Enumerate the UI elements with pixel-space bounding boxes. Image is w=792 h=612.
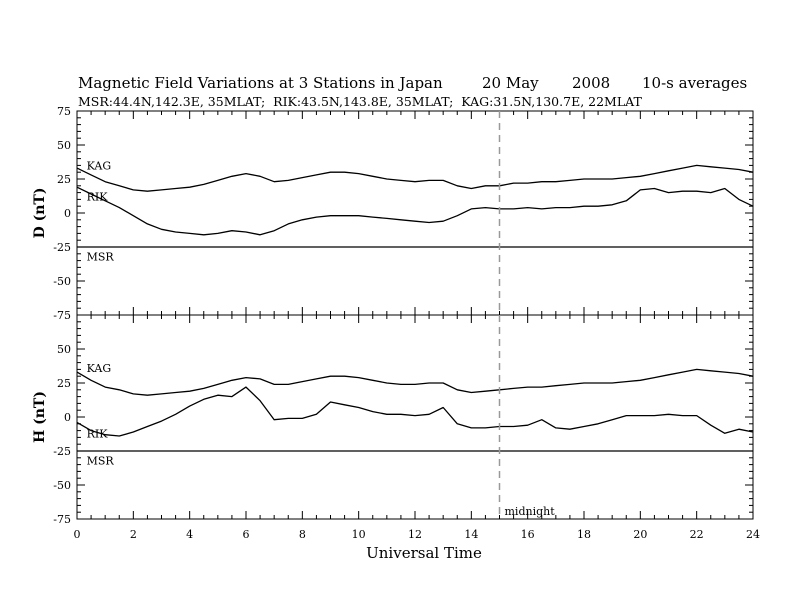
panel-1-ytick-label: 0 [64, 207, 71, 220]
panel-1-ytick-label: 25 [57, 173, 71, 186]
x-tick-label: 16 [521, 528, 535, 541]
panel-2-label-kag: KAG [87, 362, 112, 375]
x-tick-label: 4 [186, 528, 193, 541]
midnight-marker-label: midnight [505, 505, 556, 518]
panel-1-ytick-label: -50 [53, 275, 71, 288]
panel-1-ytick-label: -25 [53, 241, 71, 254]
panel-1-label-msr: MSR [87, 251, 115, 264]
panel-2-y-axis-label: H (nT) [32, 391, 48, 443]
panel-2-label-rik: RIK [87, 427, 109, 440]
x-tick-label: 0 [74, 528, 81, 541]
x-tick-label: 6 [243, 528, 250, 541]
x-tick-label: 14 [464, 528, 478, 541]
panel-2-frame [76, 314, 754, 520]
panel-1-y-axis-label: D (nT) [32, 188, 48, 239]
panel-1-frame [76, 110, 754, 316]
panel-2-ytick-label: -75 [53, 513, 71, 526]
panel-2-ytick-label: 25 [57, 377, 71, 390]
panel-2-series-kag [76, 368, 754, 396]
panel-1-series-kag [76, 164, 754, 192]
x-tick-label: 18 [577, 528, 591, 541]
panel-1-label-rik: RIK [87, 191, 109, 204]
x-tick-label: 10 [352, 528, 366, 541]
chart-year: 2008 [572, 74, 610, 92]
x-axis-label: Universal Time [366, 544, 482, 562]
panel-2-ytick-label: -25 [53, 445, 71, 458]
panel-1-series-rik [76, 186, 754, 236]
x-tick-label: 8 [299, 528, 306, 541]
x-tick-label: 24 [746, 528, 760, 541]
chart-averaging: 10-s averages [642, 74, 747, 92]
panel-2-ytick-label: 0 [64, 411, 71, 424]
chart-title: Magnetic Field Variations at 3 Stations … [78, 74, 443, 92]
chart-subtitle: MSR:44.4N,142.3E, 35MLAT; RIK:43.5N,143.… [78, 94, 642, 109]
panel-2-label-msr: MSR [87, 455, 115, 468]
x-tick-label: 2 [130, 528, 137, 541]
panel-1-ytick-label: 50 [57, 139, 71, 152]
x-tick-label: 20 [633, 528, 647, 541]
chart-date: 20 May [482, 74, 539, 92]
plot-area: 75 50 25 0 -25 -50 -75 D (nT) KAG RIK MSR 50 25 0 -25 -… [32, 105, 760, 541]
panel-2-ytick-label: 50 [57, 343, 71, 356]
panel-1-ytick-label: -75 [53, 309, 71, 322]
panel-1-ytick-label: 75 [57, 105, 71, 118]
x-tick-label: 22 [690, 528, 704, 541]
panel-2-series-rik [76, 386, 754, 437]
x-tick-label: 12 [408, 528, 422, 541]
panel-2-ytick-label: -50 [53, 479, 71, 492]
panel-1-label-kag: KAG [87, 159, 112, 172]
